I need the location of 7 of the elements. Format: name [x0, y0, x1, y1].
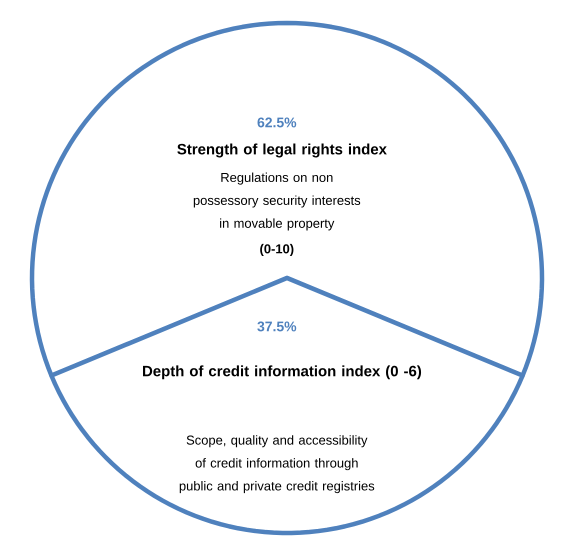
text: (0-10): [260, 244, 294, 256]
text: Scope, quality and accessibility of credit information through public and private credit registries: [180, 435, 374, 494]
slice-label: Strength of legal rights index: [177, 144, 387, 158]
data-label: 37.5%: [257, 321, 296, 332]
data-label: 62.5%: [258, 118, 296, 128]
slice-label: Depth of credit information index (0 -6): [143, 365, 422, 380]
text: Regulations on non possessory security interests in movable property: [194, 172, 360, 230]
